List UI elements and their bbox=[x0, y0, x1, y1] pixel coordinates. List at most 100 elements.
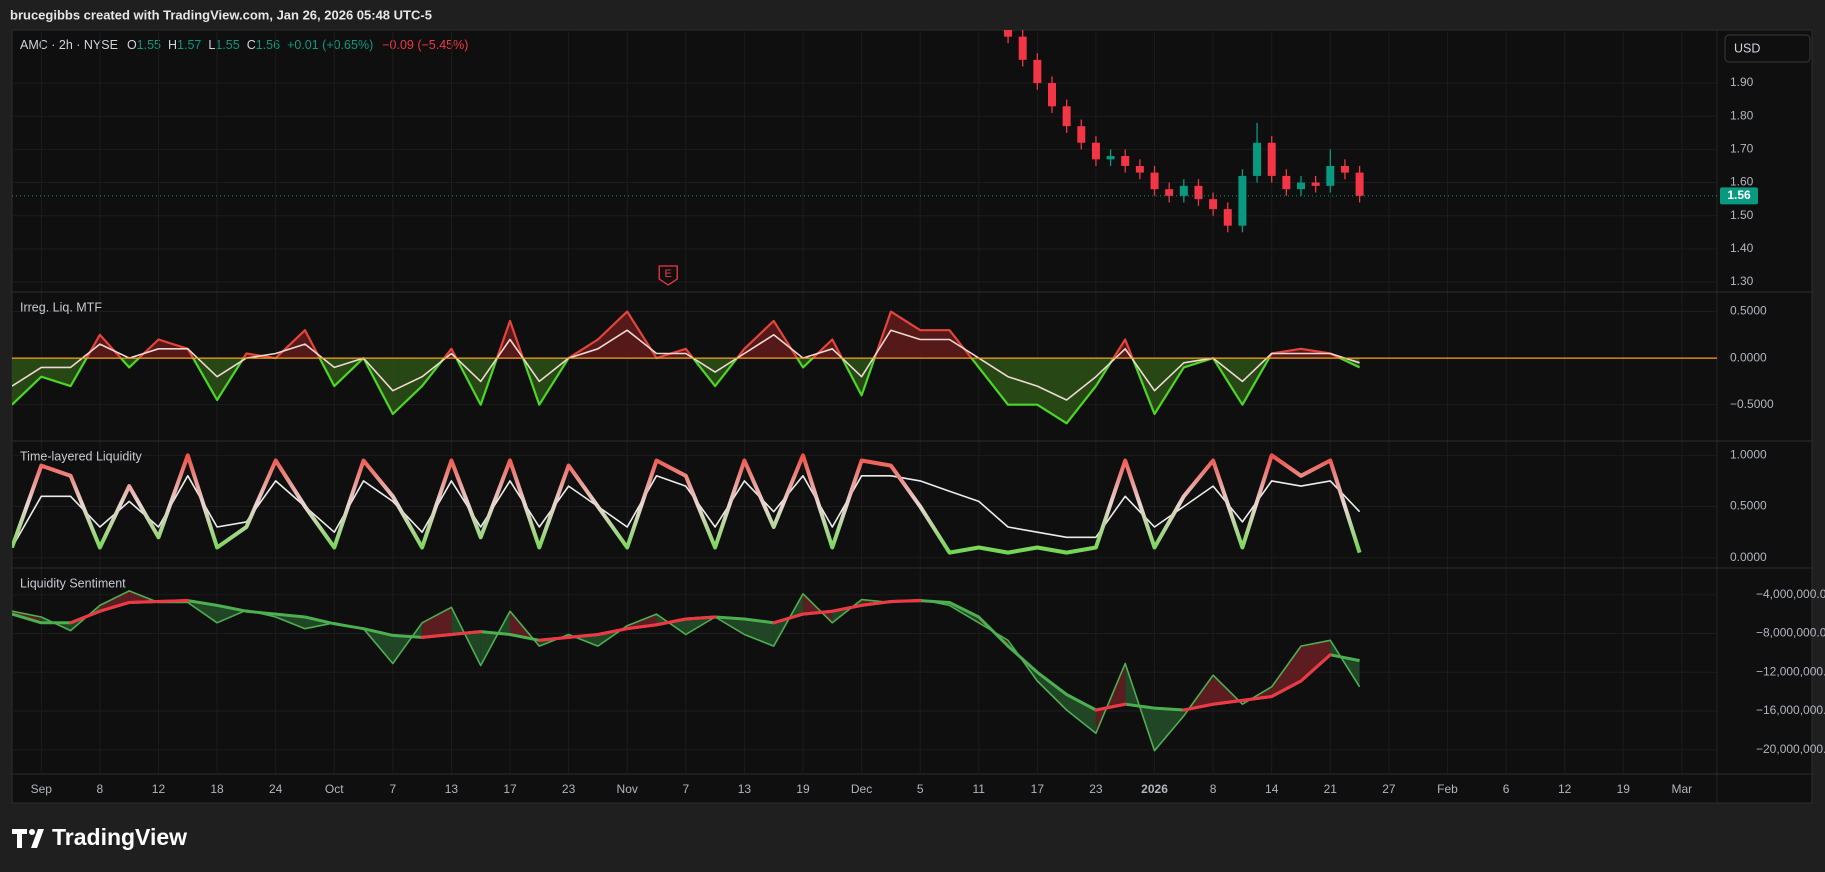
line-segment bbox=[1270, 679, 1303, 698]
candle-body bbox=[1062, 106, 1071, 127]
fill-group bbox=[12, 358, 1360, 424]
event-marker bbox=[658, 265, 678, 286]
series-line bbox=[12, 329, 1360, 401]
line-segment bbox=[860, 600, 893, 607]
candle-body bbox=[1297, 182, 1306, 190]
area-fill bbox=[12, 358, 1360, 424]
logo-mark bbox=[31, 829, 44, 848]
y-tick-label: 0.0000 bbox=[1730, 350, 1767, 364]
y-tick-label: −12,000,000.00 bbox=[1756, 664, 1825, 678]
candle-body bbox=[1179, 185, 1188, 196]
fill-between bbox=[99, 590, 130, 612]
x-tick-label: 7 bbox=[682, 782, 689, 796]
series-line bbox=[12, 453, 1362, 555]
line-segment bbox=[1240, 694, 1274, 702]
pane-title: Time-layered Liquidity bbox=[20, 449, 143, 463]
x-tick-label: 18 bbox=[210, 782, 224, 796]
candle-body bbox=[1018, 36, 1027, 60]
x-tick-label: 7 bbox=[389, 782, 396, 796]
candle-body bbox=[1267, 142, 1276, 176]
candle-body bbox=[1194, 185, 1203, 200]
fill-between bbox=[422, 607, 452, 638]
y-tick-label: −20,000,000.00 bbox=[1756, 742, 1825, 756]
x-tick-label: 19 bbox=[796, 782, 810, 796]
x-tick-label: 14 bbox=[1265, 782, 1279, 796]
last-price-box bbox=[1720, 187, 1758, 205]
line-segment bbox=[449, 630, 483, 636]
y-tick-label: 0.5000 bbox=[1730, 304, 1767, 318]
x-tick-label: 12 bbox=[152, 782, 166, 796]
x-tick-label: 5 bbox=[917, 782, 924, 796]
pane bbox=[12, 30, 1717, 292]
line-segment bbox=[596, 627, 629, 636]
currency-button[interactable] bbox=[1724, 34, 1811, 63]
candle-body bbox=[1091, 142, 1100, 160]
x-tick-label: 17 bbox=[503, 782, 517, 796]
x-tick-label: 8 bbox=[1210, 782, 1217, 796]
pane bbox=[12, 568, 1717, 774]
line-segment bbox=[69, 609, 102, 625]
candle-body bbox=[1311, 182, 1320, 186]
fill-between bbox=[1066, 694, 1096, 734]
candle-body bbox=[1209, 199, 1218, 210]
symbol-legend: AMC · 2h · NYSE O1.55 H1.57 L1.55 C1.56 +0.01… bbox=[20, 38, 468, 52]
currency-label[interactable]: USD bbox=[1734, 41, 1760, 55]
legend-value: 1.55 bbox=[137, 38, 161, 52]
y-tick-label: −0.5000 bbox=[1730, 397, 1774, 411]
candle-body bbox=[1223, 209, 1232, 226]
line-segment bbox=[772, 612, 805, 625]
x-tick-label: 13 bbox=[738, 782, 752, 796]
x-tick-label: Nov bbox=[617, 782, 638, 796]
legend-value: 1.55 bbox=[215, 38, 239, 52]
line-segment bbox=[98, 600, 131, 613]
series-line bbox=[12, 590, 1361, 752]
line-segment bbox=[127, 600, 160, 604]
x-tick-label: 13 bbox=[445, 782, 459, 796]
x-tick-label: Oct bbox=[325, 782, 344, 796]
fill-between bbox=[744, 618, 774, 647]
y-tick-label: 1.0000 bbox=[1730, 448, 1767, 462]
x-tick-label: 12 bbox=[1558, 782, 1572, 796]
fill-between bbox=[1301, 640, 1331, 681]
candle-body bbox=[1077, 126, 1086, 143]
x-tick-label: 11 bbox=[973, 782, 986, 796]
line-segment bbox=[1182, 702, 1215, 712]
candle-body bbox=[1326, 165, 1335, 186]
y-tick-label: 1.80 bbox=[1730, 108, 1754, 122]
legend-key: C bbox=[247, 38, 256, 52]
x-tick-label: 2026 bbox=[1141, 782, 1168, 796]
series-line bbox=[12, 475, 1361, 548]
candle-body bbox=[1253, 142, 1262, 176]
x-tick-label: 27 bbox=[1382, 782, 1396, 796]
line-segment bbox=[1211, 698, 1244, 706]
line-segment bbox=[156, 599, 190, 604]
event-label: E bbox=[665, 268, 672, 280]
legend-key: H bbox=[168, 38, 177, 52]
x-tick-label: 19 bbox=[1617, 782, 1631, 796]
logo-mark bbox=[12, 829, 27, 848]
candle-body bbox=[1165, 189, 1174, 196]
y-tick-label: −4,000,000.00 bbox=[1756, 587, 1825, 601]
candle-body bbox=[1121, 156, 1130, 166]
y-tick-label: 1.50 bbox=[1730, 208, 1754, 222]
x-tick-label: Feb bbox=[1437, 782, 1458, 796]
last-price-label: 1.56 bbox=[1727, 188, 1751, 202]
line-segment bbox=[625, 623, 659, 631]
x-tick-label: 21 bbox=[1324, 782, 1338, 796]
y-tick-label: 1.60 bbox=[1730, 175, 1754, 189]
y-tick-label: −16,000,000.00 bbox=[1756, 703, 1825, 717]
candle-body bbox=[1135, 165, 1144, 173]
candle-body bbox=[1238, 175, 1247, 226]
candle-body bbox=[1004, 30, 1013, 37]
pane bbox=[12, 441, 1717, 568]
line-segment bbox=[567, 632, 600, 639]
y-tick-label: 1.40 bbox=[1730, 241, 1754, 255]
line-segment bbox=[889, 599, 922, 604]
line-segment bbox=[655, 617, 688, 627]
legend-value: 1.56 bbox=[256, 38, 280, 52]
x-tick-label: Mar bbox=[1672, 782, 1693, 796]
fill-between bbox=[1154, 708, 1184, 751]
y-tick-label: 1.30 bbox=[1730, 274, 1754, 288]
legend-key: O bbox=[127, 38, 137, 52]
